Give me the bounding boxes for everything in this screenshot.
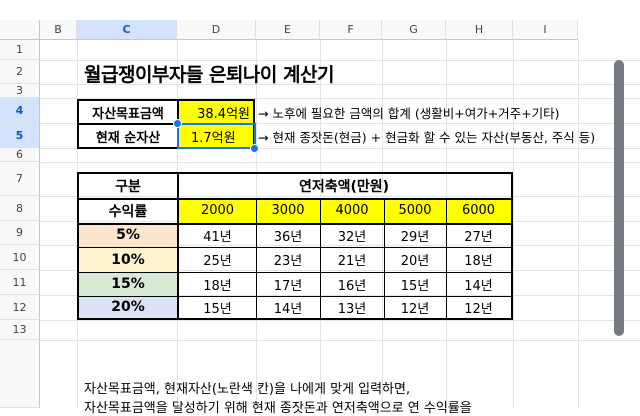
years-cell: 16년: [337, 278, 367, 294]
years-cell: 13년: [337, 301, 367, 317]
goal-label: 자산목표금액: [92, 106, 164, 122]
vertical-scrollbar[interactable]: [614, 60, 624, 336]
column-header-H[interactable]: H: [446, 20, 513, 40]
selection-handle-top[interactable]: [173, 119, 182, 128]
column-header-D[interactable]: D: [177, 20, 256, 40]
gridline-vertical: [578, 40, 579, 408]
gridline-horizontal: [40, 295, 640, 296]
column-header-E[interactable]: E: [256, 20, 320, 40]
goal-value-cell[interactable]: 38.4억원: [179, 101, 253, 123]
years-cell: 25년: [203, 254, 232, 269]
row-header-9[interactable]: 9: [0, 221, 40, 245]
row-header-8[interactable]: 8: [0, 196, 40, 221]
gridline-horizontal: [40, 270, 640, 271]
table-gridline: [320, 198, 321, 318]
table-border: [79, 223, 511, 225]
asset-note: → 현재 종잣돈(현금) + 현금화 할 수 있는 자산(부동산, 주식 등): [258, 130, 596, 145]
table-gridline: [79, 272, 511, 273]
row-header-13[interactable]: 13: [0, 320, 40, 340]
years-cell: 12년: [464, 301, 493, 317]
row-header-6[interactable]: 6: [0, 148, 40, 162]
row-header-4[interactable]: 4: [0, 98, 40, 123]
row-header-5[interactable]: 5: [0, 123, 40, 148]
years-cell: 15년: [400, 278, 430, 294]
years-cell: 15년: [203, 301, 232, 317]
group-header: 연저축액(만원): [298, 179, 390, 195]
column-header-I[interactable]: I: [513, 20, 578, 40]
savings-header: 3000: [256, 198, 320, 223]
savings-header: 2000: [179, 198, 256, 223]
gridline-horizontal: [40, 340, 640, 341]
years-cell: 18년: [464, 254, 493, 269]
corner-cell[interactable]: [0, 20, 40, 40]
gridline-horizontal: [40, 98, 640, 99]
asset-label: 현재 순자산: [95, 130, 161, 146]
selection-handle-bottom[interactable]: [250, 144, 259, 153]
table-gridline: [256, 198, 257, 318]
selection-range[interactable]: [177, 123, 256, 149]
gridline-horizontal: [40, 162, 640, 163]
table-gridline: [79, 296, 511, 297]
years-cell: 20년: [400, 254, 430, 269]
row-header-1[interactable]: 1: [0, 40, 40, 60]
gridline-horizontal: [40, 196, 640, 197]
years-cell: 32년: [337, 229, 367, 245]
gridline-horizontal: [40, 123, 640, 124]
retirement-table: 구분 연저축액(만원) 수익률 2000 3000 4000 5000 6000 5% 41년 36…: [77, 172, 513, 320]
table-border: [79, 198, 511, 200]
rate-cell: 5%: [79, 223, 177, 247]
years-cell: 14년: [464, 278, 493, 294]
inputs-divider: [77, 123, 255, 125]
gridline-horizontal: [40, 320, 640, 321]
table-border: [177, 174, 179, 318]
years-cell: 23년: [273, 254, 303, 269]
gridline-horizontal: [40, 84, 640, 85]
years-cell: 41년: [203, 229, 232, 245]
years-cell: 12년: [400, 301, 430, 317]
rate-cell: 15%: [79, 272, 177, 296]
savings-header: 5000: [384, 198, 446, 223]
years-cell: 14년: [273, 301, 303, 317]
years-cell: 18년: [203, 278, 232, 294]
row-header-12[interactable]: 12: [0, 295, 40, 320]
table-gridline: [384, 198, 385, 318]
row-header-3[interactable]: 3: [0, 84, 40, 98]
gridline-vertical: [513, 40, 514, 408]
years-cell: 27년: [464, 229, 493, 245]
row-header-11[interactable]: 11: [0, 270, 40, 295]
asset-value-cell[interactable]: 1.7억원: [179, 125, 253, 147]
column-header-C[interactable]: C: [77, 20, 177, 40]
row-header-empty: [0, 340, 40, 408]
row-header-7[interactable]: 7: [0, 162, 40, 196]
gridline-horizontal: [40, 148, 640, 149]
years-cell: 17년: [273, 278, 303, 294]
footer-line-2: 자산목표금액을 달성하기 위해 현재 종잣돈과 연저축액으로 연 수익률을: [84, 401, 472, 416]
rate-cell: 20%: [79, 296, 177, 318]
page-title: 월급쟁이부자들 은퇴나이 계산기: [84, 64, 334, 86]
rate-header: 수익률: [108, 203, 148, 220]
row-header-2[interactable]: 2: [0, 60, 40, 84]
years-cell: 29년: [400, 229, 430, 245]
rate-cell: 10%: [79, 247, 177, 272]
savings-header: 4000: [320, 198, 384, 223]
gridline-horizontal: [40, 60, 640, 61]
column-header-B[interactable]: B: [40, 20, 77, 40]
column-header-G[interactable]: G: [382, 20, 446, 40]
corner-label: 구분: [115, 179, 141, 195]
footer-line-1: 자산목표금액, 현재자산(노란색 칸)을 나에게 맞게 입력하면,: [84, 382, 411, 397]
column-header-F[interactable]: F: [320, 20, 382, 40]
years-cell: 36년: [273, 229, 303, 245]
row-header-10[interactable]: 10: [0, 245, 40, 270]
goal-note: → 노후에 필요한 금액의 합계 (생활비+여가+거주+기타): [258, 106, 560, 121]
savings-header: 6000: [446, 198, 511, 223]
table-gridline: [446, 198, 447, 318]
table-gridline: [79, 247, 511, 248]
gridline-horizontal: [40, 245, 640, 246]
years-cell: 21년: [337, 254, 367, 269]
